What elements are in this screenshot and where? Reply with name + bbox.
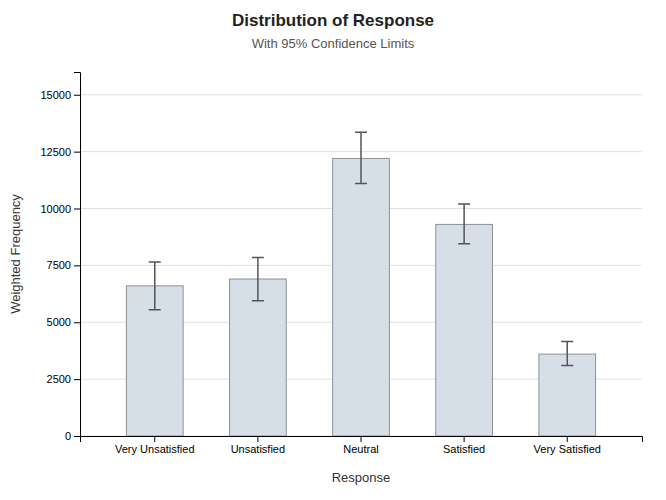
y-tick-label: 0 <box>65 430 71 442</box>
y-tick-mark <box>74 265 80 266</box>
y-tick: 5000 <box>47 316 80 328</box>
x-tick-mark <box>154 436 155 442</box>
x-axis: Very Unsatisfied Unsatisfied Neutral Satisf… <box>81 436 643 455</box>
grid <box>80 95 642 436</box>
x-tick-label: Neutral <box>343 443 378 455</box>
bar <box>436 224 493 436</box>
x-tick-mark <box>257 436 258 442</box>
x-tick-label: Unsatisfied <box>231 443 285 455</box>
x-tick-label: Very Unsatisfied <box>115 443 194 455</box>
y-tick-label: 2500 <box>47 373 71 385</box>
y-tick-label: 10000 <box>40 203 71 215</box>
y-tick-mark <box>74 322 80 323</box>
x-tick: Very Unsatisfied <box>115 436 194 455</box>
y-tick: 2500 <box>47 373 80 385</box>
y-tick-mark <box>74 95 80 96</box>
x-axis-title: Response <box>332 470 391 485</box>
x-tick-mark <box>567 436 568 442</box>
y-tick: 12500 <box>40 146 80 158</box>
error-bar <box>252 257 264 300</box>
bar <box>539 354 596 436</box>
bar <box>230 279 287 436</box>
y-tick-label: 5000 <box>47 316 71 328</box>
y-tick: 7500 <box>47 259 80 271</box>
error-bar <box>149 262 161 310</box>
y-tick-mark <box>74 379 80 380</box>
y-tick-mark <box>74 436 80 437</box>
x-tick-mark <box>361 436 362 442</box>
y-axis-line <box>74 73 81 437</box>
y-tick-label: 15000 <box>40 89 71 101</box>
y-tick-label: 7500 <box>47 259 71 271</box>
error-bar <box>355 132 367 183</box>
x-tick-mark <box>464 436 465 442</box>
x-tick-label: Very Satisfied <box>534 443 601 455</box>
y-tick: 0 <box>65 430 80 442</box>
error-bar <box>458 204 470 244</box>
y-axis: 0 2500 5000 7500 10000 12500 15000 <box>40 73 80 443</box>
x-tick: Neutral <box>343 436 378 455</box>
x-tick: Very Satisfied <box>534 436 601 455</box>
x-axis-line <box>81 437 643 443</box>
y-tick: 10000 <box>40 203 80 215</box>
x-tick: Unsatisfied <box>231 436 285 455</box>
bar <box>333 158 390 436</box>
y-tick: 15000 <box>40 89 80 101</box>
x-tick-label: Satisfied <box>443 443 485 455</box>
chart: 0 2500 5000 7500 10000 12500 15000 Very Unsatis… <box>0 0 666 500</box>
x-tick: Satisfied <box>443 436 485 455</box>
y-tick-mark <box>74 209 80 210</box>
plot-area <box>126 132 595 436</box>
subtitle: With 95% Confidence Limits <box>252 36 415 51</box>
error-bar <box>561 342 573 366</box>
y-axis-title: Weighted Frequency <box>8 194 23 314</box>
title: Distribution of Response <box>232 11 434 30</box>
grid-line <box>80 94 642 95</box>
y-tick-label: 12500 <box>40 146 71 158</box>
y-tick-mark <box>74 152 80 153</box>
